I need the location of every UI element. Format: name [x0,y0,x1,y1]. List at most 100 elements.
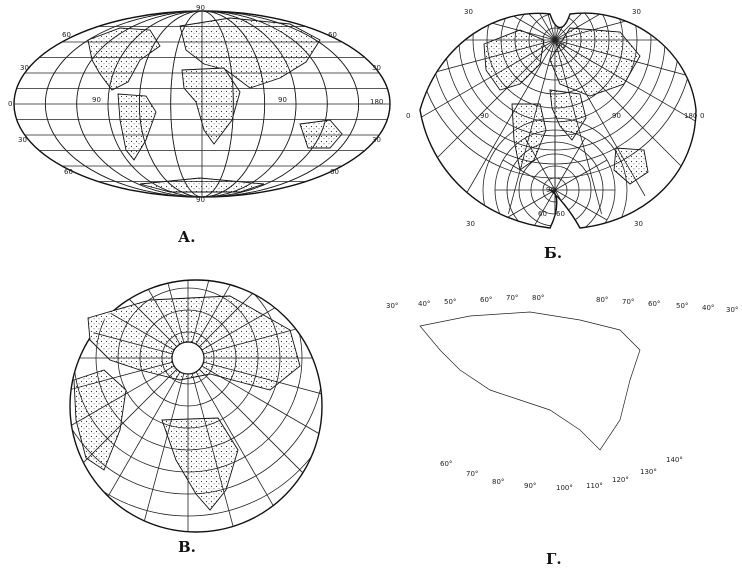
label-30-left: 30 [20,64,29,72]
meridian-ray [554,189,608,221]
meridian-ray [427,39,556,168]
meridian-ray [554,39,696,87]
meridian-ray [663,290,742,303]
caption-a: А. [178,228,196,246]
africa-v [161,417,239,511]
label-g-50-l: 50° [444,298,456,306]
map-panel-v: В. [0,270,400,585]
meridian-ray [502,159,556,191]
meridian-ray [191,373,267,532]
label-b-60-sr: 60 [556,210,565,218]
label-30s-right: 30 [372,136,381,144]
meridian-ray [554,39,602,214]
label-g-60-l: 60° [480,296,492,304]
meridian-ray [191,280,267,343]
meridian-ray [70,280,173,355]
label-60-right: 60 [328,31,337,39]
label-g-130-b: 130° [640,468,657,476]
label-b-180: 180 [684,112,697,120]
label-b-30-br: 30 [634,220,643,228]
meridian-ray [203,361,322,437]
label-b-90-s: 90 [546,186,555,194]
label-g-40-r: 40° [702,304,714,312]
label-g-80-b: 80° [492,478,504,486]
meridian-ray [195,371,322,532]
label-b-90-left: 90 [480,112,489,120]
label-b-30-tl: 30 [464,8,473,16]
eurasia [179,17,321,89]
label-g-70-b: 70° [466,470,478,478]
meridian-ray [508,39,556,214]
meridian-ray [554,39,683,168]
meridian-ray [201,365,322,509]
map-panel-b: 30 30 0 90 90 180 0 30 30 90 60 60 90 Б. [400,0,742,262]
meridian-ray [70,371,181,532]
meridian-ray [554,13,646,41]
label-g-70-r: 70° [622,298,634,306]
meridian-ray [199,280,322,347]
label-b-90-right: 90 [612,112,621,120]
label-b-60-sl: 60 [538,210,547,218]
label-g-40-l: 40° [418,300,430,308]
label-60s-left: 60 [64,168,73,176]
label-g-120-b: 120° [612,476,629,484]
label-90-w: 90 [92,96,101,104]
label-b-30-tr: 30 [632,8,641,16]
azimuthal-map [69,279,323,533]
label-0: 0 [8,100,12,108]
mollweide-map: 90 60 60 30 30 0 90 90 180 30 30 60 60 9… [8,4,391,204]
south-america [117,93,157,161]
meridian-ray [554,39,646,197]
label-30s-left: 30 [18,136,27,144]
meridian-ray [554,137,586,191]
label-60-left: 60 [62,31,71,39]
bipolar-map: 30 30 0 90 90 180 0 30 30 90 60 60 90 [406,8,704,229]
north-america-v [73,369,127,471]
label-g-60-r: 60° [648,300,660,308]
meridian-ray [464,13,556,41]
label-30-right: 30 [372,64,381,72]
caption-g: Г. [546,550,562,568]
meridian-ray [203,280,322,355]
label-60s-right: 60 [330,168,339,176]
map-panel-a: 90 60 60 30 30 0 90 90 180 30 30 60 60 9… [0,0,400,250]
meridian-ray [554,13,696,41]
label-g-30-l: 30° [386,302,398,310]
caption-v: В. [178,538,196,556]
meridian-ray [554,39,696,131]
meridian-ray [199,369,322,532]
north-america [87,27,161,91]
africa [181,67,241,145]
label-g-30-r: 30° [726,306,738,314]
meridian-ray [70,280,181,345]
meridian-ray [502,189,556,221]
meridian-ray [524,137,556,191]
label-g-140-b: 140° [666,456,683,464]
label-g-80-r: 80° [596,296,608,304]
map-panel-g: 30° 40° 50° 60° 70° 80° 80° 70° 60° 50° … [380,290,742,585]
meridian-ray [109,280,185,343]
meridian-ray [420,39,556,131]
meridian-ray [70,280,177,347]
meridian-ray [201,280,322,351]
label-90s: 90 [196,196,205,204]
caption-b: Б. [544,244,563,262]
label-b-30-bl: 30 [466,220,475,228]
label-g-100-b: 100° [556,484,573,492]
conic-map: 30° 40° 50° 60° 70° 80° 80° 70° 60° 50° … [380,290,742,492]
meridian-ray [427,13,556,41]
label-90n: 90 [196,4,205,12]
meridian-ray [524,189,556,228]
meridian-ray [109,373,185,532]
label-b-0-left: 0 [406,112,410,120]
meridian-ray [195,280,322,345]
meridian-ray [464,39,556,197]
label-g-80-l: 80° [532,294,544,302]
label-g-90-b: 90° [524,482,536,490]
coast-g [419,311,641,451]
meridian-ray [420,39,556,87]
label-b-90-n: 90 [556,42,565,50]
label-g-60-b: 60° [440,460,452,468]
label-180: 180 [370,98,383,106]
meridian-ray [420,13,556,41]
